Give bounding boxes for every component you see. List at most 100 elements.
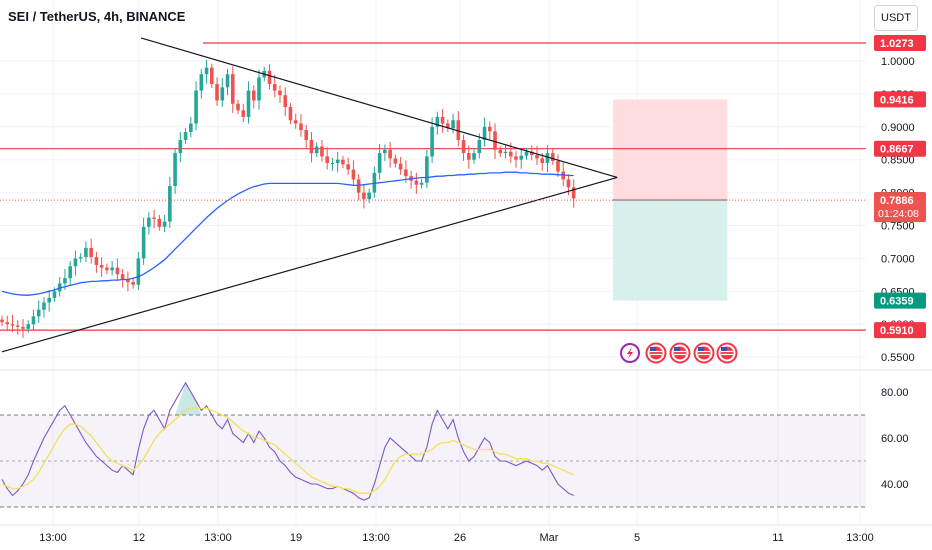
time-tick-label: 11 <box>772 532 783 544</box>
candle-body <box>467 153 471 160</box>
candle-body <box>503 151 508 154</box>
candle-body <box>535 155 539 159</box>
position-price-badge-bg <box>874 292 926 309</box>
candle-body <box>31 316 36 325</box>
rsi-tick-label: 60.00 <box>881 433 909 445</box>
candle-body <box>204 67 209 75</box>
candle-body <box>493 131 497 150</box>
time-tick-label: 12 <box>133 532 145 544</box>
candle-body <box>435 116 440 127</box>
us-flag-icon <box>669 342 691 364</box>
candle-body <box>566 179 571 188</box>
position-price-badge-bg <box>874 91 926 108</box>
candle-body <box>314 146 319 154</box>
candle-body <box>372 172 377 193</box>
candle-body <box>115 267 120 275</box>
candle-body <box>52 291 57 298</box>
candle-body <box>162 221 167 227</box>
level-price-badge: 0.8667 <box>880 144 914 156</box>
candle-body <box>15 325 20 327</box>
candle-body <box>540 158 545 163</box>
us-flag-icon-canton <box>674 347 680 351</box>
time-tick-label: 5 <box>634 532 640 544</box>
position-price-badge: 0.9416 <box>880 94 914 106</box>
currency-button[interactable]: USDT <box>874 5 918 31</box>
rsi-tick-label: 80.00 <box>881 387 909 399</box>
last-price-badge: 0.7886 <box>880 195 914 207</box>
level-price-badge: 1.0273 <box>880 38 914 50</box>
candle-body <box>330 162 335 164</box>
candle-body <box>94 257 99 265</box>
price-tick-label: 0.8500 <box>881 155 915 167</box>
candle-body <box>320 146 324 157</box>
level-price-badge: 0.5910 <box>880 325 914 337</box>
candle-body <box>571 187 576 199</box>
candle-body <box>246 90 251 117</box>
candle-body <box>561 171 566 180</box>
candle-body <box>220 87 225 101</box>
price-tick-label: 1.0000 <box>881 56 915 68</box>
candle-body <box>157 218 162 227</box>
candle-body <box>152 217 156 219</box>
candle-body <box>0 319 4 323</box>
candle-body <box>514 156 518 160</box>
candle-body <box>440 116 445 124</box>
candle-body <box>210 67 214 85</box>
candle-body <box>341 159 345 165</box>
price-tick-label: 0.7500 <box>881 221 915 233</box>
candle-body <box>283 95 288 108</box>
us-flag-icon <box>645 342 667 364</box>
candle-body <box>293 120 298 124</box>
candle-body <box>241 110 246 117</box>
last-price-badge-bg <box>874 192 926 223</box>
candle-body <box>78 257 83 259</box>
level-price-badge-bg <box>874 140 926 157</box>
candle-body <box>299 123 303 131</box>
candle-body <box>404 169 408 177</box>
us-flag-icon <box>693 342 715 364</box>
candle-body <box>456 120 461 140</box>
position-price-badge: 0.6359 <box>880 296 914 308</box>
price-tick-label: 0.5500 <box>881 352 915 364</box>
candle-body <box>309 139 314 154</box>
candle-body <box>388 149 392 159</box>
candle-body <box>183 132 188 140</box>
candle-body <box>68 266 72 279</box>
us-flag-icon-canton <box>698 347 704 351</box>
candle-body <box>430 126 434 157</box>
price-tick-label: 0.7000 <box>881 253 915 265</box>
candle-body <box>84 247 88 258</box>
time-tick-label: 26 <box>454 532 466 544</box>
candle-body <box>524 151 529 156</box>
candle-body <box>110 267 114 271</box>
candle-body <box>225 74 230 88</box>
take-profit-zone <box>613 200 728 301</box>
candle-body <box>257 77 261 101</box>
us-flag-icon-canton <box>721 347 727 351</box>
candle-body <box>529 151 534 156</box>
candle-body <box>383 149 387 154</box>
candle-body <box>73 258 78 267</box>
candle-body <box>63 278 67 284</box>
countdown-label: 01:24:08 <box>878 208 919 220</box>
candle-body <box>461 139 466 154</box>
time-tick-label: 13:00 <box>362 532 390 544</box>
candle-body <box>99 264 104 268</box>
candle-body <box>236 103 240 111</box>
candle-body <box>178 139 183 154</box>
candle-body <box>498 149 503 154</box>
rsi-tick-label: 40.00 <box>881 479 909 491</box>
time-tick-label: 13:00 <box>204 532 232 544</box>
candle-body <box>393 158 398 164</box>
symbol-title: SEI / TetherUS, 4h, BINANCE <box>8 9 186 24</box>
trendline <box>140 37 618 179</box>
candle-body <box>272 84 277 91</box>
candle-body <box>194 90 198 124</box>
candle-body <box>550 153 555 162</box>
candle-body <box>21 326 25 329</box>
candle-body <box>414 180 419 185</box>
candle-body <box>367 192 371 200</box>
candle-body <box>173 153 177 187</box>
